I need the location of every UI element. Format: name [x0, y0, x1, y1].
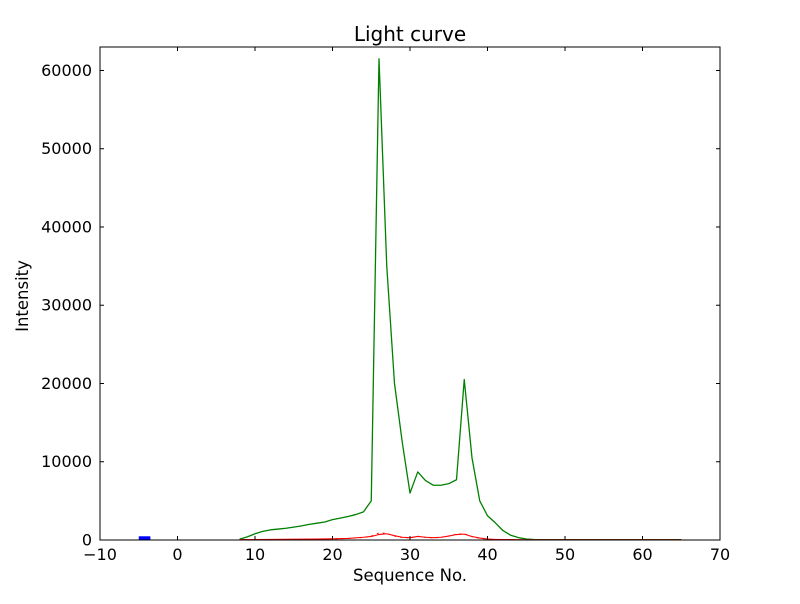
y-axis-label: Intensity — [13, 260, 32, 332]
x-tick-label: 30 — [400, 545, 420, 564]
chart-title: Light curve — [354, 22, 466, 46]
y-tick-label: 0 — [82, 531, 92, 550]
x-tick-label: 0 — [172, 545, 182, 564]
x-tick-label: 10 — [245, 545, 265, 564]
plot-area: −10 0 10 20 30 40 50 60 700100002000030000400005… — [41, 46, 730, 564]
x-tick-label: 70 — [710, 545, 730, 564]
y-tick-label: 40000 — [41, 217, 92, 236]
x-tick-label: 40 — [477, 545, 497, 564]
series-main-light-curve-green — [239, 58, 682, 541]
y-tick-label: 20000 — [41, 374, 92, 393]
x-tick-label: 60 — [632, 545, 652, 564]
y-tick-label: 30000 — [41, 296, 92, 315]
x-tick-label: −10 — [83, 545, 117, 564]
y-tick-label: 50000 — [41, 139, 92, 158]
series-secondary-curve-red-dotted — [239, 532, 682, 541]
axes-frame — [99, 46, 721, 541]
y-tick-label: 60000 — [41, 61, 92, 80]
x-tick-label: 20 — [322, 545, 342, 564]
x-axis-label: Sequence No. — [353, 566, 467, 585]
x-tick-label: 50 — [555, 545, 575, 564]
y-tick-label: 10000 — [41, 452, 92, 471]
